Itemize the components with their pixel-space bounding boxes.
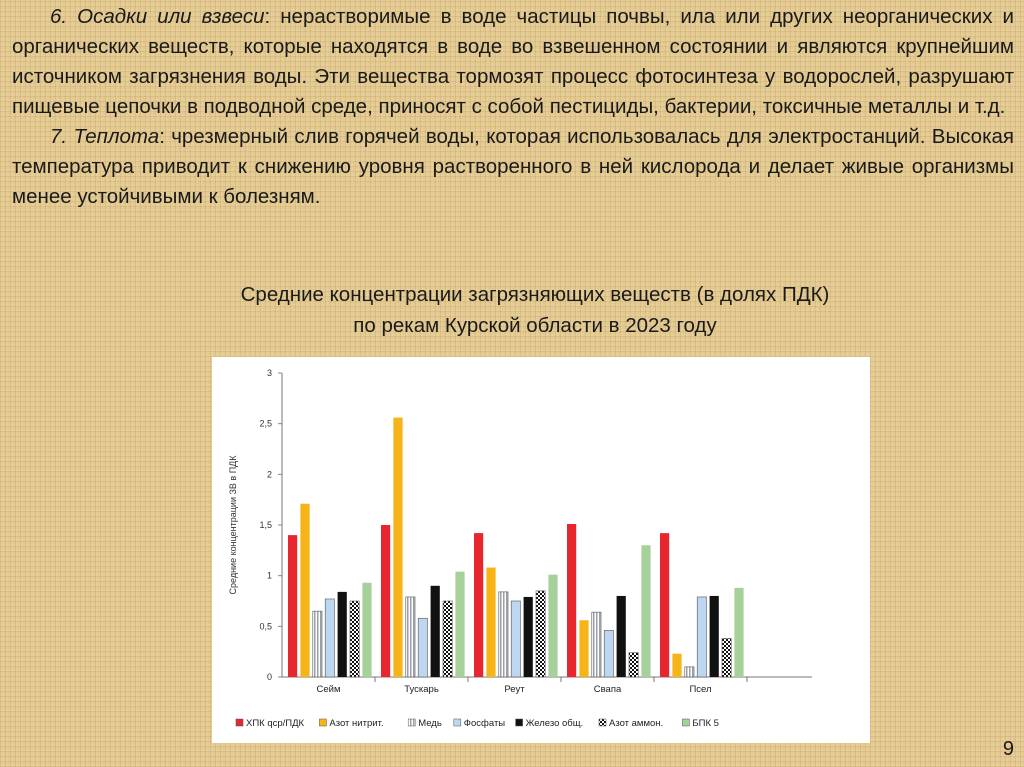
bar (734, 587, 744, 677)
bar (312, 610, 323, 678)
paragraph-heat: 7. Теплота: чрезмерный слив горячей воды… (12, 122, 1014, 212)
y-tick-label: 1 (267, 571, 272, 581)
chart-caption-line1: Средние концентрации загрязняющих вещест… (240, 283, 830, 306)
bar (510, 600, 521, 678)
x-tick-label: Сейм (317, 684, 341, 695)
bar (337, 591, 347, 677)
bar (535, 590, 546, 678)
bar (324, 598, 335, 678)
legend-label: Азот нитрит. (329, 718, 383, 729)
legend-swatch (682, 718, 690, 727)
legend-swatch (598, 718, 607, 727)
bar (474, 533, 484, 677)
bar-chart: 0 0,5 1 1,5 2 2,5 3 Средние концентрации ЗВ в П… (228, 368, 812, 729)
y-tick-label: 0,5 (259, 621, 272, 631)
bar (579, 620, 589, 677)
bar (417, 617, 428, 678)
text-block: 6. Осадки или взвеси: нерастворимые в во… (12, 2, 1014, 212)
slide-number: 9 (1002, 738, 1014, 760)
bar (393, 417, 403, 677)
bar (430, 585, 440, 677)
paragraph-body: : чрезмерный слив горячей воды, которая … (12, 125, 1015, 208)
legend-swatch (453, 718, 462, 727)
bar (455, 571, 465, 677)
x-tick-label: Свапа (594, 684, 622, 695)
bar (442, 600, 453, 678)
bar (721, 638, 732, 678)
y-tick-label: 0 (267, 672, 272, 682)
legend-swatch (319, 718, 327, 727)
paragraph-body: : нерастворимые в воде частицы почвы, ил… (12, 5, 1014, 118)
bar (362, 582, 372, 677)
legend-label: ХПК qcp/ПДК (246, 718, 305, 729)
bar (628, 652, 639, 678)
y-tick-label: 3 (267, 368, 272, 378)
bar (603, 630, 614, 678)
y-tick-label: 2,5 (259, 419, 272, 429)
legend-swatch (515, 718, 523, 727)
paragraph-sediments: 6. Осадки или взвеси: нерастворимые в во… (12, 2, 1014, 122)
bar (486, 567, 496, 677)
bar (548, 574, 558, 677)
bar (591, 611, 602, 678)
x-tick-label: Тускарь (404, 684, 439, 695)
paragraph-lead: 6. Осадки или взвеси (50, 5, 265, 28)
bar (498, 591, 509, 678)
x-tick-label: Псел (689, 684, 711, 695)
bar (523, 596, 533, 677)
y-tick-label: 2 (267, 469, 272, 479)
legend-label: Азот аммон. (609, 718, 663, 729)
legend-label: Медь (418, 718, 442, 729)
bar (288, 535, 298, 677)
bar (641, 545, 651, 677)
bar (381, 525, 391, 677)
y-axis-label: Средние концентрации ЗВ в ПДК (228, 455, 238, 595)
bar (349, 600, 360, 678)
bar (616, 595, 626, 677)
bar (672, 653, 682, 677)
legend-swatch (407, 718, 416, 727)
legend-label: Фосфаты (464, 718, 505, 729)
bar (696, 596, 707, 678)
legend-label: Железо общ. (526, 718, 584, 729)
bar (660, 533, 670, 677)
chart-panel: 0 0,5 1 1,5 2 2,5 3 Средние концентрации ЗВ в П… (212, 357, 870, 743)
paragraph-lead: 7. Теплота (50, 125, 160, 148)
bar (709, 595, 719, 677)
x-tick-label: Реут (504, 684, 525, 695)
bar (684, 666, 695, 678)
legend-label: БПК 5 (692, 718, 719, 729)
bar (567, 523, 577, 677)
bar (405, 596, 416, 678)
y-tick-label: 1,5 (259, 520, 272, 530)
legend-swatch (235, 718, 244, 727)
chart-caption-line2: по рекам Курской области в 2023 году (353, 314, 717, 337)
bar (300, 503, 310, 677)
